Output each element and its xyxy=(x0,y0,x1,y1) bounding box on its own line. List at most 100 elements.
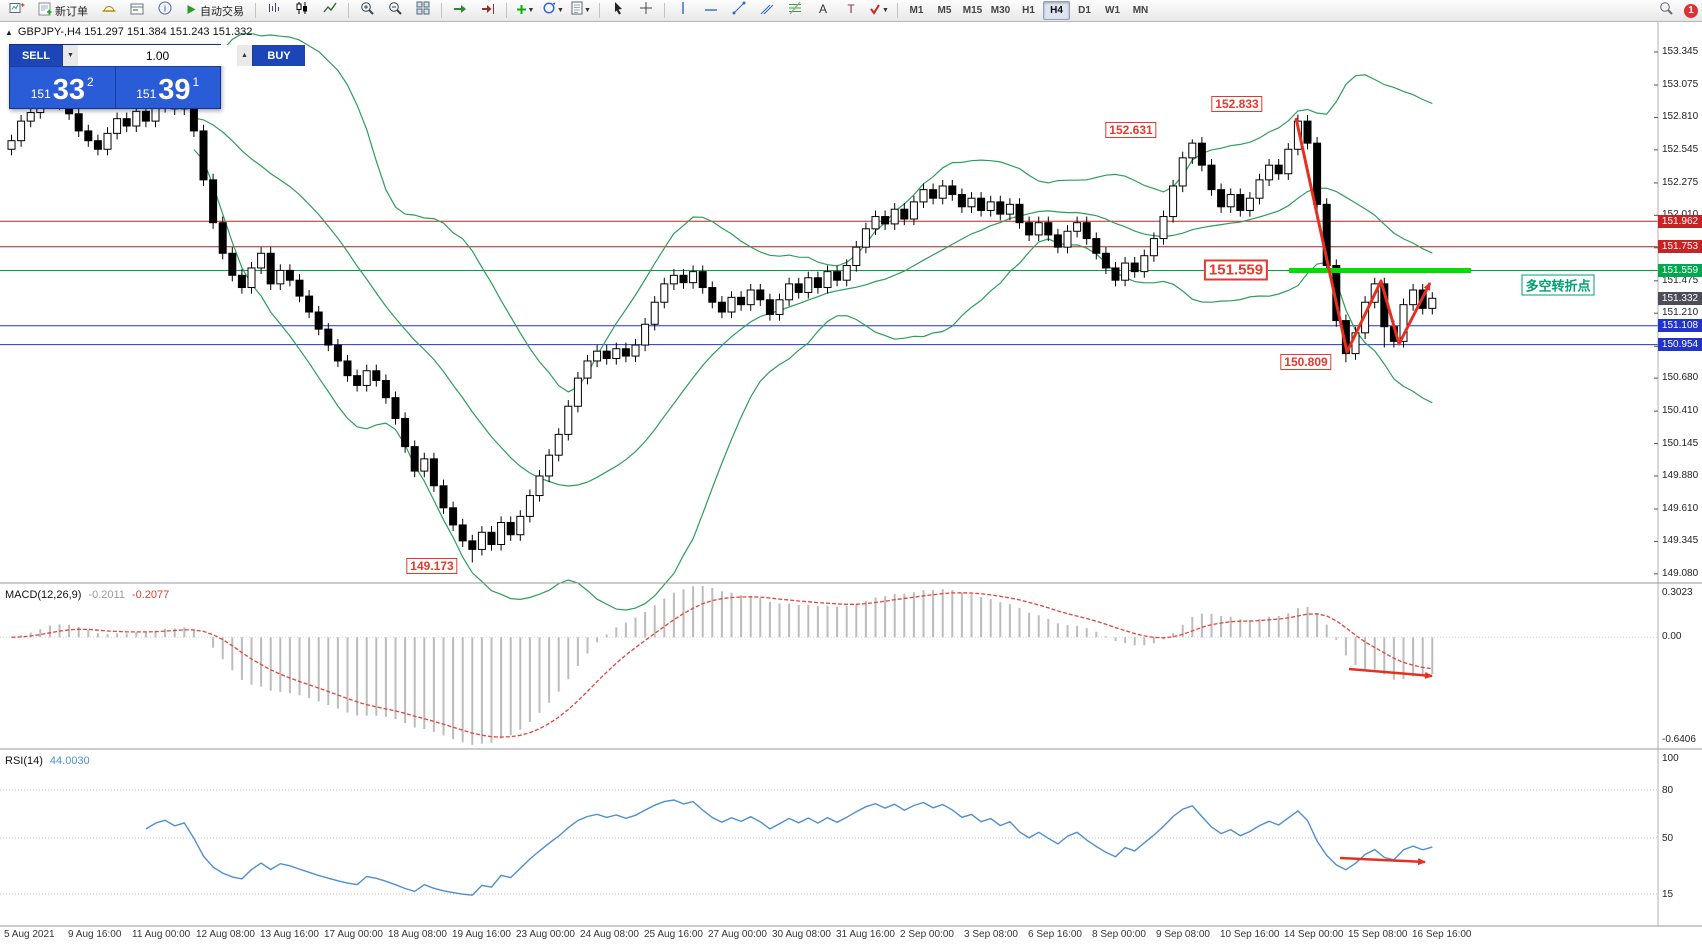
timeframe-m1[interactable]: M1 xyxy=(909,5,924,16)
time-label: 15 Sep 08:00 xyxy=(1348,929,1408,940)
rsi-scale-label: 100 xyxy=(1662,753,1679,764)
toolbar-separator xyxy=(348,3,349,18)
bid-pip-digit: 2 xyxy=(87,75,94,89)
price-scale-label: 153.075 xyxy=(1662,79,1699,91)
time-label: 18 Aug 08:00 xyxy=(388,929,447,940)
price-scale-label: 153.345 xyxy=(1662,45,1699,57)
channel-icon xyxy=(760,1,774,20)
timeframe-m5[interactable]: M5 xyxy=(937,5,952,16)
template-icon xyxy=(571,1,583,20)
time-label: 16 Sep 16:00 xyxy=(1412,929,1472,940)
terminal-button[interactable] xyxy=(124,1,150,21)
auto-scroll-button[interactable] xyxy=(447,1,473,21)
svg-text:i: i xyxy=(164,4,166,14)
time-label: 19 Aug 16:00 xyxy=(452,929,511,940)
rsi-name: RSI(14) xyxy=(5,755,43,767)
template-dropdown[interactable]: ▼ xyxy=(568,1,594,21)
autotrading-button[interactable]: 自动交易 xyxy=(180,1,250,21)
arrows-dropdown[interactable]: ▼ xyxy=(866,1,892,21)
time-label: 2 Sep 00:00 xyxy=(900,929,954,940)
timeframe-mn[interactable]: MN xyxy=(1132,5,1149,16)
search-button[interactable] xyxy=(1653,1,1679,21)
panel-divider[interactable] xyxy=(0,581,1702,586)
new-order-icon xyxy=(38,2,52,19)
ask-big-digits: 39 xyxy=(158,74,191,106)
cycle-icon xyxy=(542,1,556,20)
price-tag: 151.332 xyxy=(1658,291,1702,305)
time-label: 11 Aug 00:00 xyxy=(132,929,191,940)
one-click-trading-panel: SELL ▼ ▲ BUY 151 33 2 151 39 1 xyxy=(9,44,305,109)
line-chart-mode-button[interactable] xyxy=(317,1,343,21)
time-label: 9 Sep 08:00 xyxy=(1156,929,1210,940)
macd-scale-label: 0.3023 xyxy=(1662,587,1693,598)
candlestick-mode-button[interactable] xyxy=(289,1,315,21)
expert-advisors-button[interactable] xyxy=(96,1,122,21)
tile-windows-button[interactable] xyxy=(410,1,436,21)
timeframe-group: M1 M5 M15 M30 H1 H4 D1 W1 MN xyxy=(903,1,1154,20)
cycle-symbols-dropdown[interactable]: ▼ xyxy=(540,1,566,21)
timeframe-m30[interactable]: M30 xyxy=(990,5,1011,16)
horizontal-line-tool[interactable] xyxy=(698,1,724,21)
vertical-line-tool[interactable] xyxy=(670,1,696,21)
ask-pip-digit: 1 xyxy=(192,75,200,89)
lot-input[interactable] xyxy=(78,45,237,66)
play-icon xyxy=(186,4,197,18)
arrows-icon xyxy=(869,2,881,20)
bar-chart-mode-button[interactable] xyxy=(261,1,287,21)
crosshair-tool-button[interactable] xyxy=(633,1,659,21)
price-tag: 150.954 xyxy=(1658,338,1702,352)
new-order-button[interactable]: 新订单 xyxy=(32,1,94,21)
ask-prefix: 151 xyxy=(136,87,157,101)
timeframe-h1[interactable]: H1 xyxy=(1022,5,1035,16)
info-icon: i xyxy=(158,1,172,20)
lot-increase-button[interactable]: ▲ xyxy=(237,45,252,66)
price-annotation: 152.833 xyxy=(1211,96,1263,112)
data-window-button[interactable]: i xyxy=(152,1,178,21)
bid-price-button[interactable]: 151 33 2 xyxy=(10,67,115,108)
quick-order-dropdown[interactable]: ▼ xyxy=(512,1,538,21)
price-annotation: 149.173 xyxy=(406,558,458,574)
timeframe-m15[interactable]: M15 xyxy=(962,5,983,16)
lot-decrease-button[interactable]: ▼ xyxy=(63,45,78,66)
timeframe-w1[interactable]: W1 xyxy=(1105,5,1120,16)
one-click-top-row: SELL ▼ ▲ BUY xyxy=(10,45,305,67)
fibonacci-tool[interactable] xyxy=(782,1,808,21)
cursor-tool-button[interactable] xyxy=(605,1,631,21)
svg-text:A: A xyxy=(819,2,827,15)
time-label: 31 Aug 16:00 xyxy=(836,929,895,940)
new-chart-button[interactable] xyxy=(4,1,30,21)
toolbar-separator xyxy=(897,3,898,18)
price-tag: 151.753 xyxy=(1658,240,1702,254)
price-scale-label: 149.345 xyxy=(1662,535,1699,547)
timeframe-h4[interactable]: H4 xyxy=(1043,1,1070,20)
chevron-down-icon: ▼ xyxy=(557,7,564,14)
lot-spinner: ▼ ▲ xyxy=(62,45,253,66)
notification-badge[interactable]: 1 xyxy=(1684,3,1698,18)
timeframe-d1[interactable]: D1 xyxy=(1078,5,1091,16)
cursor-icon xyxy=(612,1,624,20)
macd-histogram xyxy=(20,586,1434,745)
text-label-tool[interactable]: T xyxy=(838,1,864,21)
rsi-scale-label: 15 xyxy=(1662,889,1674,900)
buy-button[interactable]: BUY xyxy=(253,45,305,66)
zoom-in-button[interactable] xyxy=(354,1,380,21)
time-label: 10 Sep 16:00 xyxy=(1220,929,1280,940)
chevron-down-icon: ▼ xyxy=(527,7,535,14)
chart-shift-button[interactable] xyxy=(475,1,501,21)
chart-ohlc-header: ▲ GBPJPY-,H4 151.297 151.384 151.243 151… xyxy=(5,26,252,38)
panel-divider[interactable] xyxy=(0,747,1702,752)
crosshair-icon xyxy=(639,1,653,20)
text-tool[interactable]: A xyxy=(810,1,836,21)
trendline-tool[interactable] xyxy=(726,1,752,21)
price-annotation: 152.631 xyxy=(1105,122,1157,138)
tile-windows-icon xyxy=(416,1,430,20)
ask-price-button[interactable]: 151 39 1 xyxy=(114,67,221,108)
zoom-out-button[interactable] xyxy=(382,1,408,21)
label-icon: T xyxy=(845,2,857,20)
text-icon: A xyxy=(817,2,829,20)
price-annotation: 151.559 xyxy=(1203,259,1269,281)
rsi-value: 44.0030 xyxy=(49,755,90,767)
sell-button[interactable]: SELL xyxy=(10,45,62,66)
channel-tool[interactable] xyxy=(754,1,780,21)
